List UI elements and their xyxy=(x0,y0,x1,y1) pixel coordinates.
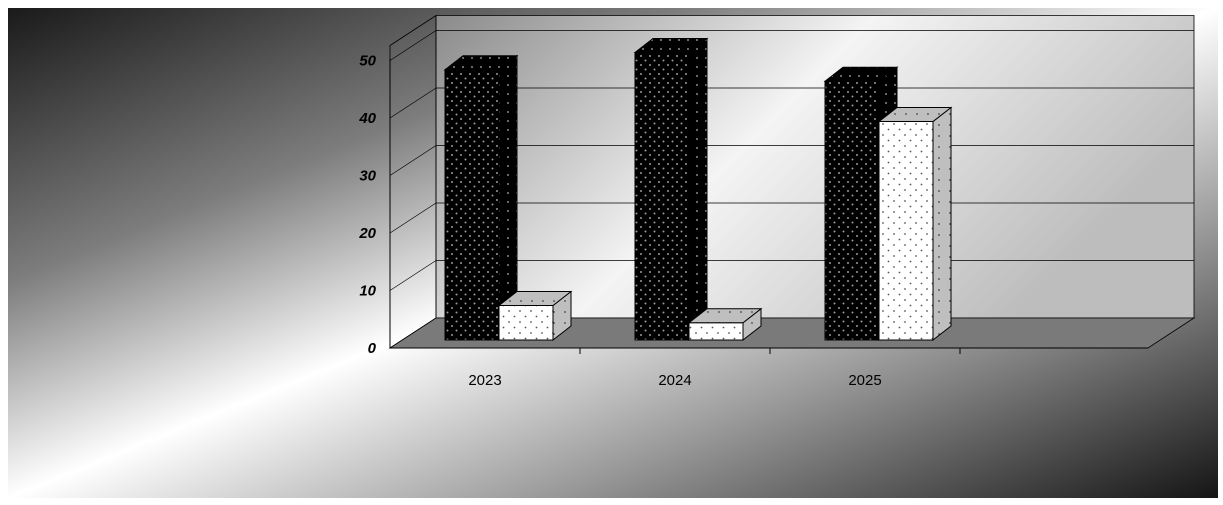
y-tick-label: 0 xyxy=(368,340,377,357)
bar-front xyxy=(444,69,500,341)
x-tick-label: 2025 xyxy=(848,372,881,389)
y-tick-label: 20 xyxy=(358,225,376,242)
y-tick-label: 40 xyxy=(358,110,376,127)
y-tick-label: 50 xyxy=(359,53,376,70)
bar-top xyxy=(823,66,899,82)
gridline-diagonal xyxy=(389,87,437,119)
gridline-diagonal xyxy=(389,145,437,176)
bar-front xyxy=(824,80,880,341)
bar-side xyxy=(932,106,952,342)
plot-area: 0 10 20 30 40 50 2023 2024 2025 xyxy=(358,14,1196,389)
x-tick-label: 2024 xyxy=(658,372,691,389)
bar-top xyxy=(877,107,953,122)
bar-front xyxy=(688,322,744,341)
bar-top xyxy=(497,291,573,306)
bar-front xyxy=(878,121,934,341)
y-tick-label: 30 xyxy=(359,168,376,185)
y-tick-label: 10 xyxy=(359,283,376,300)
bar-top xyxy=(443,55,519,71)
x-tick-label: 2023 xyxy=(468,372,501,389)
bar-front xyxy=(634,52,690,341)
bar-side xyxy=(688,37,708,342)
gridline-diagonal xyxy=(389,30,437,61)
bar-top xyxy=(633,38,709,53)
back-wall xyxy=(435,15,1195,319)
gridline-diagonal xyxy=(389,260,437,291)
bar-top xyxy=(687,308,763,324)
gridline-diagonal xyxy=(389,202,437,234)
bar-front xyxy=(498,305,554,341)
